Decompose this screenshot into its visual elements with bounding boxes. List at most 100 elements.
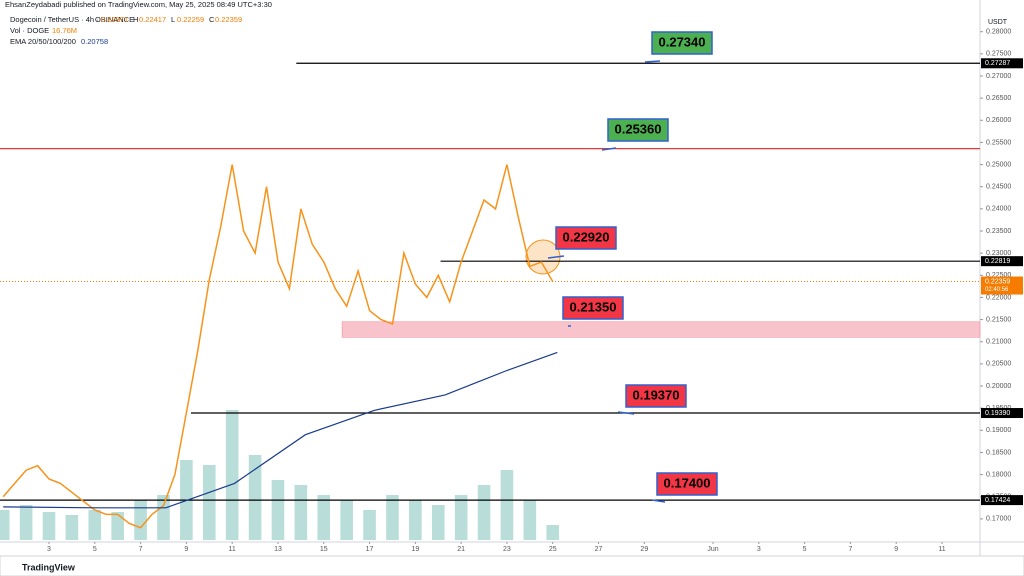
x-tick-label: 11 <box>938 546 945 553</box>
countdown: 02:40:56 <box>985 287 1009 293</box>
callout-label: 0.21350 <box>570 299 617 314</box>
x-tick-label: 7 <box>848 546 852 553</box>
ohlc-value: 0.22417 <box>139 15 166 24</box>
y-tick-label: 0.21000 <box>986 339 1011 346</box>
current-price-tag <box>981 276 1023 295</box>
volume-bar <box>477 485 491 540</box>
callout-pointer <box>651 499 666 503</box>
y-tick-label: 0.23500 <box>986 228 1011 235</box>
current-price-label: 0.22359 <box>985 278 1010 285</box>
volume-label: Vol · DOGE <box>10 26 49 35</box>
volume-bar <box>294 485 308 540</box>
ohlc-value: 0.22371 <box>101 15 128 24</box>
x-tick-label: Jun <box>707 546 718 553</box>
volume-bar <box>88 510 102 540</box>
callout-box <box>555 226 617 250</box>
volume-bar <box>0 510 10 540</box>
y-tick-label: 0.23000 <box>986 250 1011 257</box>
ohlc-value: 0.22359 <box>215 15 242 24</box>
support-zone <box>341 321 981 338</box>
volume-bar <box>202 465 216 540</box>
symbol: Dogecoin / TetherUS · 4h · BINANCE <box>10 15 134 24</box>
volume-bar <box>523 500 537 540</box>
y-tick-label: 0.26000 <box>986 117 1011 124</box>
x-tick-label: 27 <box>595 546 603 553</box>
callout-box <box>656 472 718 496</box>
y-tick-label: 0.21500 <box>986 316 1011 323</box>
level-tag <box>981 58 1023 69</box>
volume-bar <box>363 510 376 540</box>
ema-line <box>3 351 558 509</box>
volume-bar <box>317 495 331 540</box>
callout-label: 0.25360 <box>615 121 662 136</box>
y-tick-label: 0.19000 <box>986 427 1011 434</box>
x-tick-label: 13 <box>274 546 282 553</box>
volume-bar <box>386 495 399 540</box>
y-tick-label: 0.27000 <box>986 73 1011 80</box>
ema-value: 0.20758 <box>81 37 108 46</box>
volume-bar <box>546 525 560 540</box>
volume-bar <box>225 410 239 540</box>
volume-bar <box>431 505 445 540</box>
volume-bar <box>340 500 353 540</box>
y-tick-label: 0.25000 <box>986 161 1011 168</box>
ohlc-key: H <box>133 15 138 24</box>
ohlc-key: C <box>209 15 215 24</box>
level-tag-label: 0.22819 <box>985 258 1010 265</box>
y-tick-label: 0.22000 <box>986 294 1011 301</box>
ema-label: EMA 20/50/100/200 <box>10 37 76 46</box>
y-tick-label: 0.18000 <box>986 471 1011 478</box>
callout-box <box>607 118 669 142</box>
level-tag-label: 0.19390 <box>985 410 1010 417</box>
callout-label: 0.27340 <box>659 34 706 49</box>
ohlc-key: O <box>95 15 101 24</box>
callout-pointer <box>644 60 661 63</box>
currency: USDT <box>988 19 1008 26</box>
volume-bar <box>65 515 79 540</box>
level-tag-label: 0.27287 <box>985 60 1010 67</box>
y-tick-label: 0.27500 <box>986 51 1011 58</box>
x-tick-label: 3 <box>757 546 761 553</box>
ohlc-value: 0.22259 <box>177 15 204 24</box>
x-tick-label: 23 <box>503 546 511 553</box>
volume-bar <box>19 505 33 540</box>
x-tick-label: 25 <box>549 546 557 553</box>
callout-pointer <box>547 255 565 259</box>
callout-box <box>625 384 687 408</box>
x-tick-label: 19 <box>411 546 419 553</box>
volume-bar <box>157 495 170 540</box>
volume-bar <box>248 455 262 540</box>
x-tick-label: 9 <box>894 546 898 553</box>
y-tick-label: 0.25500 <box>986 139 1011 146</box>
y-tick-label: 0.22500 <box>986 272 1011 279</box>
volume-bar <box>134 500 147 540</box>
volume-bar <box>42 512 56 540</box>
volume-value: 16.76M <box>52 26 77 35</box>
x-tick-label: 5 <box>93 546 97 553</box>
callout-pointer <box>601 147 617 151</box>
volume-bar <box>111 512 124 540</box>
publisher: EhsanZeydabadi published on TradingView.… <box>5 0 272 9</box>
y-tick-label: 0.24000 <box>986 206 1011 213</box>
x-tick-label: 11 <box>229 546 236 553</box>
callout-label: 0.17400 <box>664 475 711 490</box>
y-tick-label: 0.20500 <box>986 361 1011 368</box>
x-tick-label: 29 <box>640 546 648 553</box>
level-tag <box>981 408 1023 419</box>
x-tick-label: 15 <box>320 546 328 553</box>
ohlc-key: L <box>171 15 175 24</box>
price-line <box>2 164 554 529</box>
level-tag <box>981 256 1023 267</box>
volume-bar <box>500 470 514 540</box>
x-tick-label: 3 <box>47 546 51 553</box>
volume-bar <box>271 480 285 540</box>
y-tick-label: 0.18500 <box>986 449 1011 456</box>
y-tick-label: 0.24500 <box>986 184 1011 191</box>
y-tick-label: 0.28000 <box>986 29 1011 36</box>
callout-label: 0.19370 <box>633 387 680 402</box>
x-tick-label: 7 <box>139 546 143 553</box>
brand: TradingView <box>22 562 76 572</box>
x-tick-label: 5 <box>803 546 807 553</box>
footer-bar <box>0 555 1024 576</box>
